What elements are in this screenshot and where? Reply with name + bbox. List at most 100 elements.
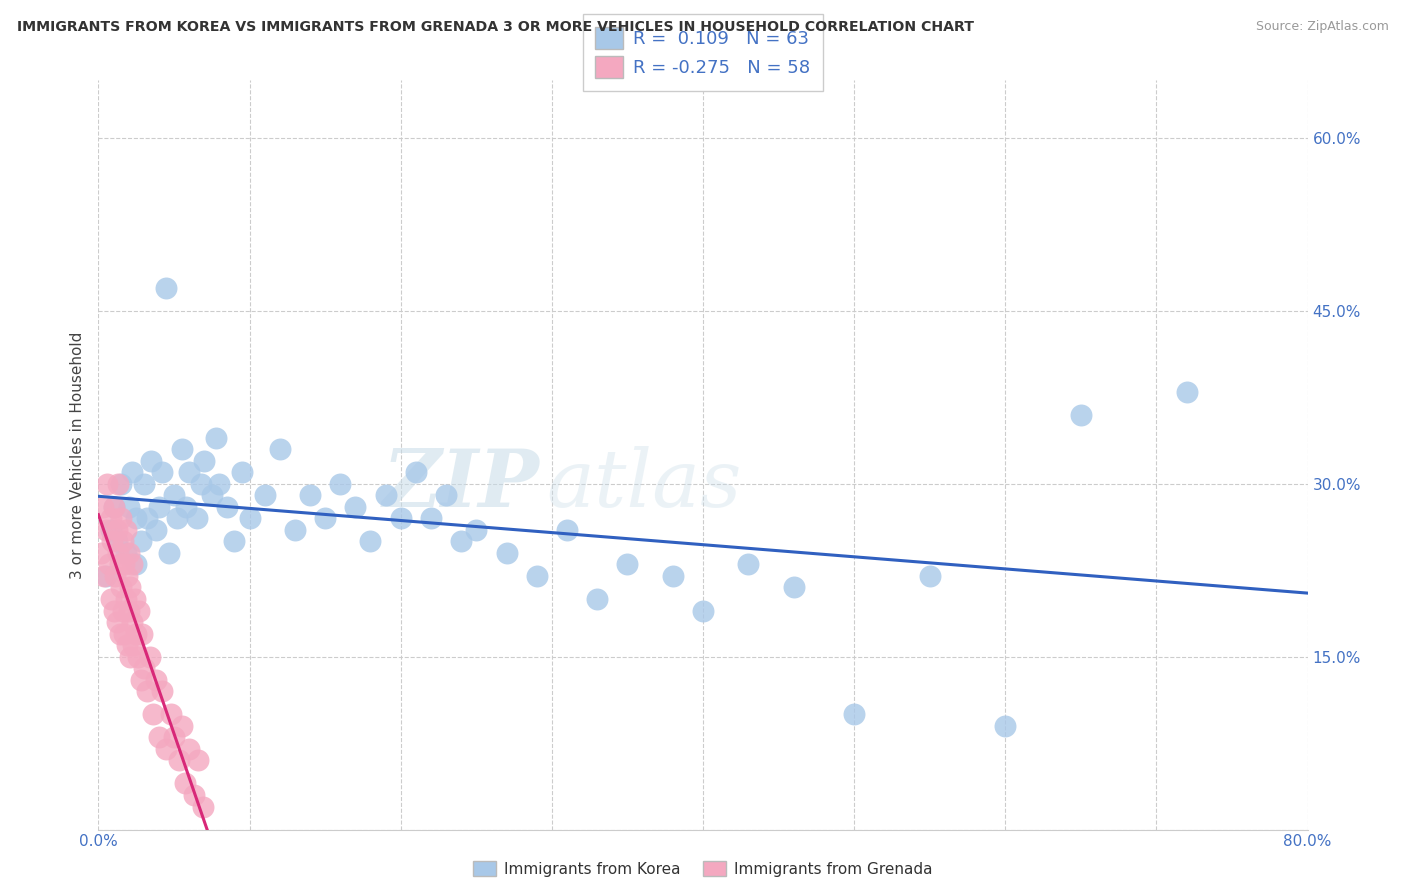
- Point: [114, 523, 136, 537]
- Point: [125, 558, 148, 572]
- Point: [737, 558, 759, 572]
- Point: [132, 661, 155, 675]
- Point: [132, 476, 155, 491]
- Point: [495, 546, 517, 560]
- Text: Source: ZipAtlas.com: Source: ZipAtlas.com: [1256, 20, 1389, 33]
- Point: [170, 442, 193, 457]
- Point: [110, 581, 132, 595]
- Point: [555, 523, 578, 537]
- Point: [224, 534, 246, 549]
- Point: [103, 603, 125, 617]
- Point: [1175, 384, 1198, 399]
- Point: [215, 500, 238, 514]
- Point: [96, 476, 118, 491]
- Point: [135, 511, 157, 525]
- Point: [129, 673, 152, 687]
- Point: [159, 546, 181, 560]
- Point: [107, 546, 129, 560]
- Point: [389, 511, 412, 525]
- Text: atlas: atlas: [546, 446, 741, 524]
- Point: [103, 500, 125, 514]
- Y-axis label: 3 or more Vehicles in Household: 3 or more Vehicles in Household: [70, 331, 86, 579]
- Point: [186, 511, 208, 525]
- Point: [150, 684, 173, 698]
- Point: [586, 592, 609, 607]
- Point: [100, 511, 122, 525]
- Point: [187, 753, 209, 767]
- Point: [124, 592, 146, 607]
- Point: [115, 569, 138, 583]
- Point: [434, 488, 457, 502]
- Point: [110, 476, 132, 491]
- Point: [148, 500, 170, 514]
- Text: IMMIGRANTS FROM KOREA VS IMMIGRANTS FROM GRENADA 3 OR MORE VEHICLES IN HOUSEHOLD: IMMIGRANTS FROM KOREA VS IMMIGRANTS FROM…: [17, 20, 974, 34]
- Point: [299, 488, 322, 502]
- Point: [191, 799, 214, 814]
- Point: [90, 546, 112, 560]
- Point: [101, 534, 124, 549]
- Point: [107, 476, 129, 491]
- Point: [110, 511, 132, 525]
- Point: [135, 684, 157, 698]
- Point: [139, 649, 162, 664]
- Point: [450, 534, 472, 549]
- Point: [661, 569, 683, 583]
- Point: [166, 511, 188, 525]
- Point: [465, 523, 488, 537]
- Point: [231, 465, 253, 479]
- Point: [121, 465, 143, 479]
- Point: [420, 511, 443, 525]
- Point: [1070, 408, 1092, 422]
- Point: [98, 558, 121, 572]
- Point: [994, 719, 1017, 733]
- Point: [112, 626, 135, 640]
- Point: [121, 615, 143, 629]
- Point: [145, 523, 167, 537]
- Point: [118, 500, 141, 514]
- Point: [100, 592, 122, 607]
- Point: [179, 742, 201, 756]
- Point: [145, 673, 167, 687]
- Point: [148, 731, 170, 745]
- Point: [141, 453, 163, 467]
- Point: [360, 534, 382, 549]
- Legend: R =  0.109   N = 63, R = -0.275   N = 58: R = 0.109 N = 63, R = -0.275 N = 58: [583, 14, 823, 91]
- Point: [108, 626, 131, 640]
- Point: [128, 603, 150, 617]
- Point: [155, 742, 177, 756]
- Point: [239, 511, 262, 525]
- Point: [155, 281, 177, 295]
- Point: [125, 626, 148, 640]
- Point: [284, 523, 307, 537]
- Point: [167, 753, 190, 767]
- Point: [208, 476, 231, 491]
- Point: [692, 603, 714, 617]
- Point: [91, 500, 114, 514]
- Point: [93, 569, 115, 583]
- Point: [111, 603, 134, 617]
- Point: [173, 776, 195, 790]
- Point: [405, 465, 427, 479]
- Point: [142, 707, 165, 722]
- Point: [125, 511, 148, 525]
- Point: [112, 558, 135, 572]
- Point: [94, 523, 117, 537]
- Point: [105, 534, 128, 549]
- Point: [183, 788, 205, 802]
- Point: [201, 488, 224, 502]
- Point: [918, 569, 941, 583]
- Point: [844, 707, 866, 722]
- Point: [129, 534, 152, 549]
- Point: [163, 731, 186, 745]
- Point: [115, 638, 138, 652]
- Point: [105, 615, 128, 629]
- Legend: Immigrants from Korea, Immigrants from Grenada: Immigrants from Korea, Immigrants from G…: [465, 853, 941, 884]
- Point: [150, 465, 173, 479]
- Point: [616, 558, 638, 572]
- Point: [118, 546, 141, 560]
- Point: [205, 431, 228, 445]
- Point: [131, 626, 153, 640]
- Point: [526, 569, 548, 583]
- Point: [163, 488, 186, 502]
- Point: [104, 569, 127, 583]
